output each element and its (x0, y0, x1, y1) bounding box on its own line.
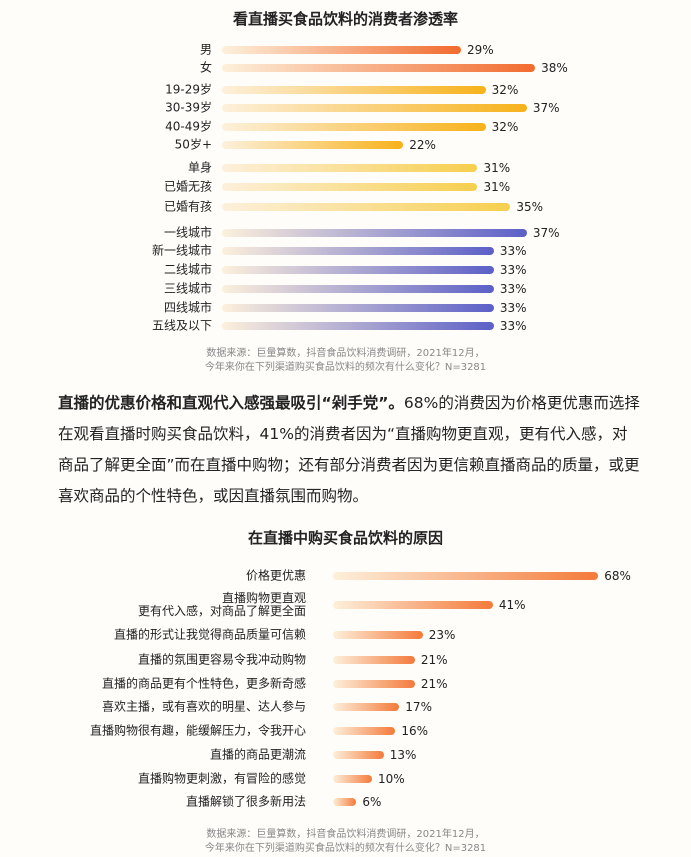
value-label: 16% (401, 724, 429, 738)
value-label: 21% (420, 653, 448, 667)
bar (333, 572, 599, 580)
category-label: 直播解锁了很多新用法 (185, 794, 306, 809)
category-label: 已婚有孩 (163, 199, 212, 214)
value-label: 33% (499, 282, 527, 296)
value-label: 37% (532, 101, 560, 115)
bar (222, 141, 404, 149)
category-label: 一线城市 (163, 225, 212, 240)
value-label: 13% (389, 748, 417, 762)
category-label: 二线城市 (163, 262, 212, 277)
bar (333, 656, 415, 664)
bar (222, 183, 478, 191)
category-label: 已婚无孩 (163, 179, 212, 194)
category-label: 四线城市 (163, 300, 212, 315)
bar (222, 123, 486, 131)
source-note: 数据来源：巨量算数，抖音食品饮料消费调研，2021年12月， (206, 829, 485, 840)
bar (333, 680, 415, 688)
source-note: 今年来你在下列渠道购买食品饮料的频次有什么变化？N=3281 (204, 843, 487, 854)
bar (333, 751, 384, 759)
value-label: 38% (541, 61, 568, 75)
bar (222, 229, 527, 237)
chart-title: 看直播买食品饮料的消费者渗透率 (232, 10, 458, 28)
category-label: 直播购物更直观 更有代入感，对商品了解更全面 (137, 591, 306, 618)
category-label: 女 (199, 60, 212, 75)
category-label: 五线及以下 (151, 318, 212, 333)
value-label: 29% (466, 43, 494, 57)
category-label: 价格更优惠 (245, 568, 306, 583)
bar (222, 64, 536, 72)
category-label: 直播的商品更有个性特色，更多新奇感 (101, 676, 306, 691)
category-label: 单身 (187, 160, 212, 175)
category-label: 喜欢主播，或有喜欢的明星、达人参与 (101, 699, 306, 714)
bar (222, 86, 486, 94)
bar (333, 775, 372, 783)
bar (333, 727, 396, 735)
source-note: 今年来你在下列渠道购买食品饮料的频次有什么变化？N=3281 (204, 362, 487, 373)
category-label: 直播的形式让我觉得商品质量可信赖 (113, 627, 306, 642)
value-label: 10% (378, 772, 405, 786)
value-label: 32% (491, 120, 519, 134)
category-label: 40-49岁 (165, 119, 212, 134)
paragraph-body: 68%的消费因为价格更优惠而选择在观看直播时购买食品饮料，41%的消费者因为“直… (58, 394, 640, 505)
value-label: 33% (499, 301, 527, 315)
bar (222, 203, 511, 211)
bar (222, 285, 494, 293)
bar (222, 46, 461, 54)
paragraph: 直播的优惠价格和直观代入感强最吸引“剁手党”。68%的消费因为价格更优惠而选择在… (58, 388, 640, 512)
value-label: 68% (604, 569, 631, 583)
bar (222, 164, 478, 172)
bar (222, 322, 494, 330)
value-label: 21% (420, 677, 448, 691)
paragraph-lead: 直播的优惠价格和直观代入感强最吸引“剁手党”。 (58, 394, 404, 412)
category-label: 直播购物更刺激，有冒险的感觉 (137, 771, 306, 786)
bar (333, 601, 493, 609)
value-label: 17% (405, 700, 432, 714)
bar (222, 104, 527, 112)
category-label: 50岁+ (174, 137, 212, 152)
bar (333, 703, 400, 711)
value-label: 31% (483, 180, 511, 194)
value-label: 6% (362, 795, 382, 809)
bar (333, 631, 423, 639)
category-label: 直播的商品更潮流 (209, 747, 306, 762)
category-label: 直播购物很有趣，能缓解压力，令我开心 (89, 723, 306, 738)
category-label: 30-39岁 (165, 100, 212, 115)
value-label: 23% (428, 628, 456, 642)
value-label: 33% (499, 244, 527, 258)
bar (222, 247, 494, 255)
value-label: 32% (491, 83, 519, 97)
category-label: 直播的氛围更容易令我冲动购物 (137, 652, 306, 667)
value-label: 35% (516, 200, 544, 214)
source-note: 数据来源：巨量算数，抖音食品饮料消费调研，2021年12月， (206, 348, 485, 359)
value-label: 22% (409, 138, 436, 152)
value-label: 41% (498, 598, 526, 612)
bar (222, 304, 494, 312)
value-label: 33% (499, 263, 527, 277)
value-label: 37% (532, 226, 560, 240)
chart-title: 在直播中购买食品饮料的原因 (247, 529, 443, 547)
category-label: 新一线城市 (151, 243, 212, 258)
category-label: 男 (199, 42, 212, 57)
value-label: 33% (499, 319, 527, 333)
bar (333, 798, 357, 806)
category-label: 三线城市 (163, 281, 212, 296)
category-label: 19-29岁 (165, 82, 212, 97)
bar (222, 266, 494, 274)
value-label: 31% (483, 161, 511, 175)
